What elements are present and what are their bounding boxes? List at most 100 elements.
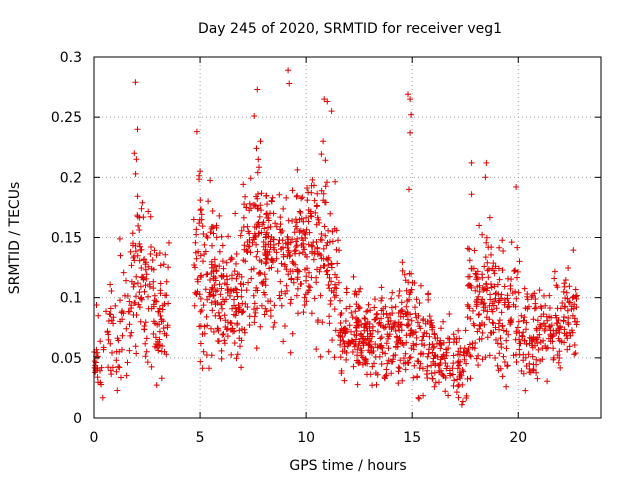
data-point [193,291,200,298]
data-point [503,345,510,352]
data-point [468,191,475,198]
data-point [484,308,491,315]
data-point [418,282,424,289]
data-point [459,367,466,373]
data-point [143,348,150,355]
data-point [533,361,540,368]
data-point [516,258,523,265]
data-point [438,341,445,348]
data-point [262,291,268,298]
data-point [229,305,236,312]
data-point [325,348,332,355]
data-point [565,299,572,305]
data-point [221,312,228,319]
data-point [194,276,201,283]
data-point [533,336,540,343]
data-point [566,343,573,350]
data-point [320,138,327,145]
data-point [106,311,113,317]
data-point [143,335,150,342]
data-point [287,239,294,246]
data-point [378,342,385,349]
data-point [523,326,529,333]
data-point [217,315,224,322]
data-point [280,251,287,258]
data-point [385,357,392,364]
data-point [503,328,510,335]
data-point [323,268,330,275]
y-tick-label: 0.1 [60,291,82,307]
data-point [249,239,256,246]
data-point [133,293,139,300]
data-point [199,365,206,372]
data-point [313,346,320,353]
data-point [346,303,353,310]
data-point [525,351,532,358]
data-point [489,265,496,272]
data-point [324,239,331,246]
data-point [495,291,502,298]
data-point [534,375,541,382]
data-point [486,214,493,221]
data-point [242,300,249,307]
data-point [340,338,347,345]
data-point [293,238,299,245]
data-point [267,313,274,320]
data-point [138,294,145,301]
data-point [505,299,512,306]
data-point [305,218,312,225]
data-point [228,351,235,358]
data-point [197,323,204,329]
data-point [301,246,308,253]
data-point [384,360,391,367]
data-point [498,344,505,351]
data-point [313,274,320,281]
data-point [479,296,486,303]
data-point [277,214,284,221]
data-point [291,248,298,255]
data-point [127,332,134,339]
data-point [436,369,443,376]
data-point [142,282,149,289]
data-point [306,269,312,276]
data-point [456,335,463,342]
data-point [261,225,268,232]
data-point [196,176,202,183]
data-point [160,325,167,332]
data-point [402,310,409,317]
data-point [304,265,311,272]
data-point [499,373,506,380]
data-point [197,197,204,204]
data-point [231,268,238,275]
data-point [285,67,292,74]
data-point [210,230,217,237]
data-point [413,341,420,348]
data-point [140,214,147,221]
data-point [555,335,562,342]
data-point [431,343,437,350]
data-point [402,350,409,357]
data-point [346,322,353,329]
data-point [148,305,155,312]
data-point [536,287,543,294]
data-point [256,257,263,264]
data-point [565,321,572,328]
data-point [442,374,449,381]
data-point [206,365,212,372]
data-point [328,108,335,115]
data-point [362,335,369,342]
x-tick-label: 15 [403,430,421,446]
data-point [212,288,219,295]
data-point [430,355,437,362]
data-point [486,352,493,359]
data-point [404,316,411,323]
data-point [113,348,120,355]
data-point [497,335,504,342]
data-point [411,280,418,286]
data-point [295,310,301,317]
data-point [379,295,385,301]
data-point [354,346,361,353]
data-point [98,381,105,388]
data-point [546,323,553,330]
data-point [155,347,162,354]
